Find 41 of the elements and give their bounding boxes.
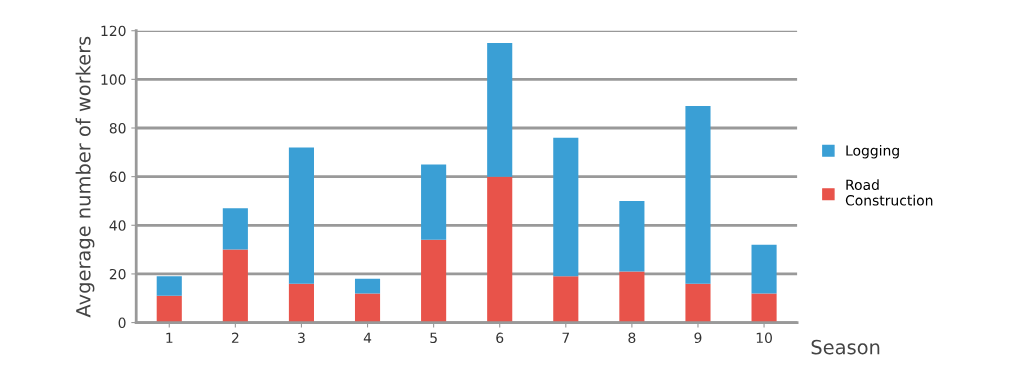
x-tick-label: 5 [430,332,437,344]
x-tick-label: 8 [628,332,636,344]
bar [354,278,381,294]
x-tick-label: 4 [363,332,372,343]
bar [553,137,579,277]
bar [354,293,381,323]
bar [288,147,314,284]
bar [553,276,579,323]
legend-label: Road Construction [845,179,933,206]
bar [421,164,447,240]
bar [487,42,513,177]
x-tick-label: 6 [496,332,504,344]
bar [685,106,711,284]
y-tick-label: 100 [101,74,126,85]
y-tick-label: 80 [109,122,126,134]
bar [619,200,645,272]
y-tick-label: 40 [109,220,126,231]
y-tick-label: 120 [101,25,126,37]
y-tick-label: 20 [109,268,126,280]
bar [288,283,314,323]
y-tick-label: 60 [109,171,126,183]
bar [156,295,182,323]
y-axis-title: Avgerage number of workers [75,36,95,318]
bar [685,283,711,323]
x-tick-label: 7 [562,332,570,343]
bar [156,276,182,296]
bar [751,293,777,323]
x-tick-label: 3 [298,332,305,344]
x-tick-label: 2 [231,332,239,343]
bar [421,239,447,323]
y-tick-label: 0 [118,317,126,329]
x-tick-label: 1 [166,332,173,343]
bar [222,249,248,323]
bar [751,244,777,294]
legend-label: Logging [846,145,899,159]
bar [222,208,248,250]
x-axis-title: Season [811,339,880,355]
x-tick-label: 10 [756,332,772,344]
x-tick-label: 9 [694,332,702,344]
bar [619,271,645,323]
bar [487,176,513,323]
